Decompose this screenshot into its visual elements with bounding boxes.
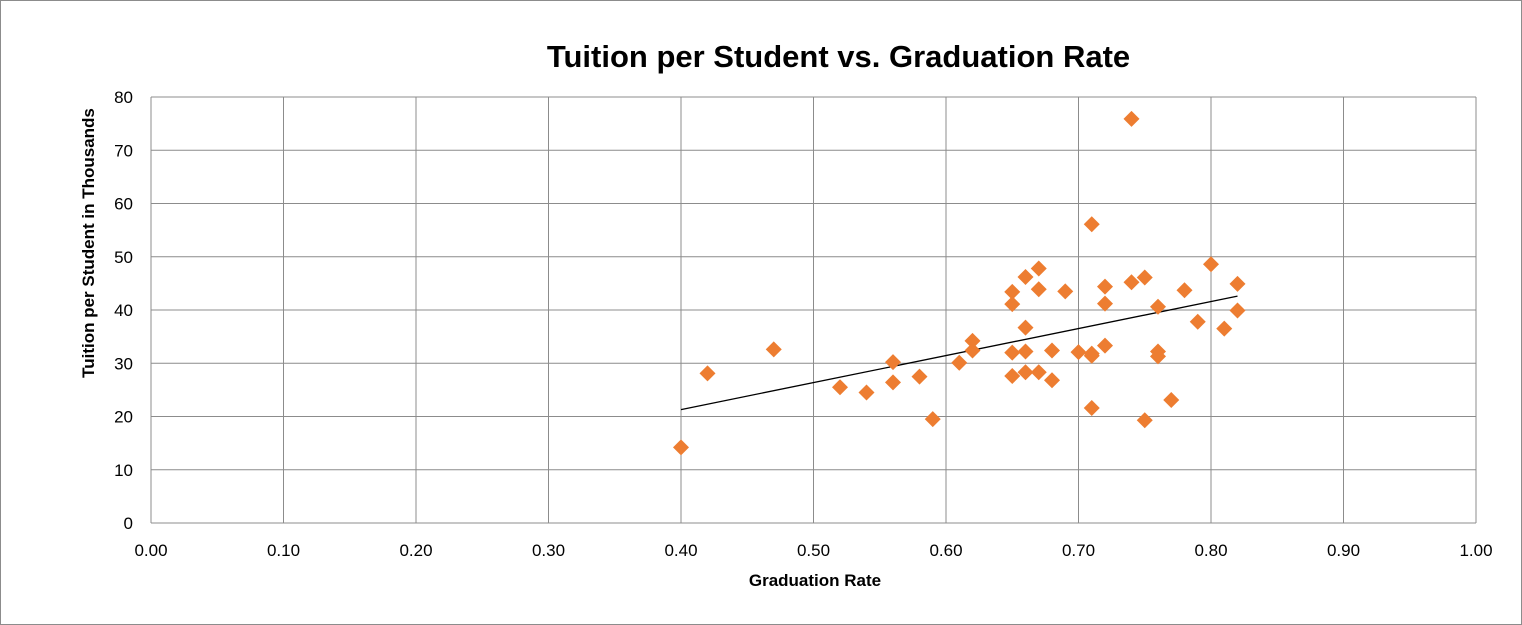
x-tick-label: 0.00 — [134, 541, 167, 560]
data-point — [1017, 319, 1034, 336]
data-point — [1097, 337, 1113, 354]
data-point — [1097, 295, 1113, 312]
data-point — [1044, 372, 1060, 389]
data-point — [1150, 298, 1166, 315]
data-point — [858, 384, 875, 401]
data-point — [1176, 282, 1193, 299]
y-tick-label: 30 — [114, 354, 133, 373]
data-point — [832, 379, 848, 396]
data-point — [951, 354, 968, 371]
data-point — [1004, 344, 1021, 361]
y-tick-label: 60 — [114, 195, 133, 214]
y-tick-label: 10 — [114, 461, 133, 480]
x-tick-label: 0.10 — [267, 541, 300, 560]
data-point — [1030, 260, 1047, 277]
data-point — [1083, 216, 1100, 233]
x-tick-label: 1.00 — [1459, 541, 1492, 560]
data-point — [1097, 278, 1113, 295]
data-point — [1004, 368, 1021, 385]
data-point — [765, 341, 782, 358]
data-point — [1136, 412, 1153, 429]
axes — [150, 97, 1476, 524]
data-point — [1030, 364, 1047, 381]
data-point — [699, 365, 716, 382]
data-point — [885, 374, 901, 391]
y-tick-label: 50 — [114, 248, 133, 267]
trendline — [680, 295, 1238, 411]
data-point — [1017, 364, 1034, 381]
data-point — [1150, 348, 1166, 365]
data-point — [1030, 281, 1047, 298]
x-axis-title: Graduation Rate — [748, 571, 882, 590]
y-tick-label: 0 — [124, 514, 133, 533]
data-point — [964, 332, 981, 349]
data-point — [1004, 296, 1021, 313]
chart-title: Tuition per Student vs. Graduation Rate — [546, 39, 1131, 74]
x-tick-label: 0.20 — [399, 541, 432, 560]
x-tick-label: 0.50 — [797, 541, 830, 560]
y-tick-label: 80 — [114, 88, 133, 107]
x-tick-label: 0.60 — [929, 541, 962, 560]
data-point — [1083, 399, 1100, 416]
data-point — [1017, 343, 1034, 360]
x-tick-label: 0.30 — [532, 541, 565, 560]
data-point — [1070, 344, 1087, 361]
y-tick-label: 40 — [114, 301, 133, 320]
data-point — [1123, 274, 1140, 291]
data-point — [1083, 345, 1100, 362]
data-point — [1004, 283, 1021, 300]
data-point — [1057, 283, 1074, 300]
data-point — [1229, 275, 1246, 292]
data-point — [673, 439, 689, 456]
y-tick-label: 70 — [114, 141, 133, 160]
data-point — [1017, 268, 1034, 285]
x-tick-label: 0.70 — [1062, 541, 1095, 560]
data-point — [1044, 342, 1060, 359]
data-point — [924, 411, 941, 428]
x-tick-label: 0.40 — [664, 541, 697, 560]
data-point — [1123, 110, 1140, 127]
data-point — [1216, 320, 1233, 337]
data-point — [1189, 313, 1206, 330]
data-point — [964, 342, 981, 359]
gridlines — [150, 96, 1477, 524]
data-point — [885, 354, 901, 371]
x-tick-label: 0.80 — [1194, 541, 1227, 560]
data-point — [1203, 256, 1219, 273]
data-point — [1163, 391, 1180, 408]
x-tick-label: 0.90 — [1327, 541, 1360, 560]
data-point — [1229, 302, 1246, 319]
data-points — [673, 110, 1246, 456]
data-point — [911, 368, 928, 385]
y-tick-label: 20 — [114, 408, 133, 427]
tick-labels: 0.00 0.10 0.20 0.30 0.40 0.50 0.60 0.70 0.80 0.90… — [114, 88, 1492, 560]
trendline-group — [680, 295, 1238, 411]
data-point — [1136, 269, 1153, 286]
